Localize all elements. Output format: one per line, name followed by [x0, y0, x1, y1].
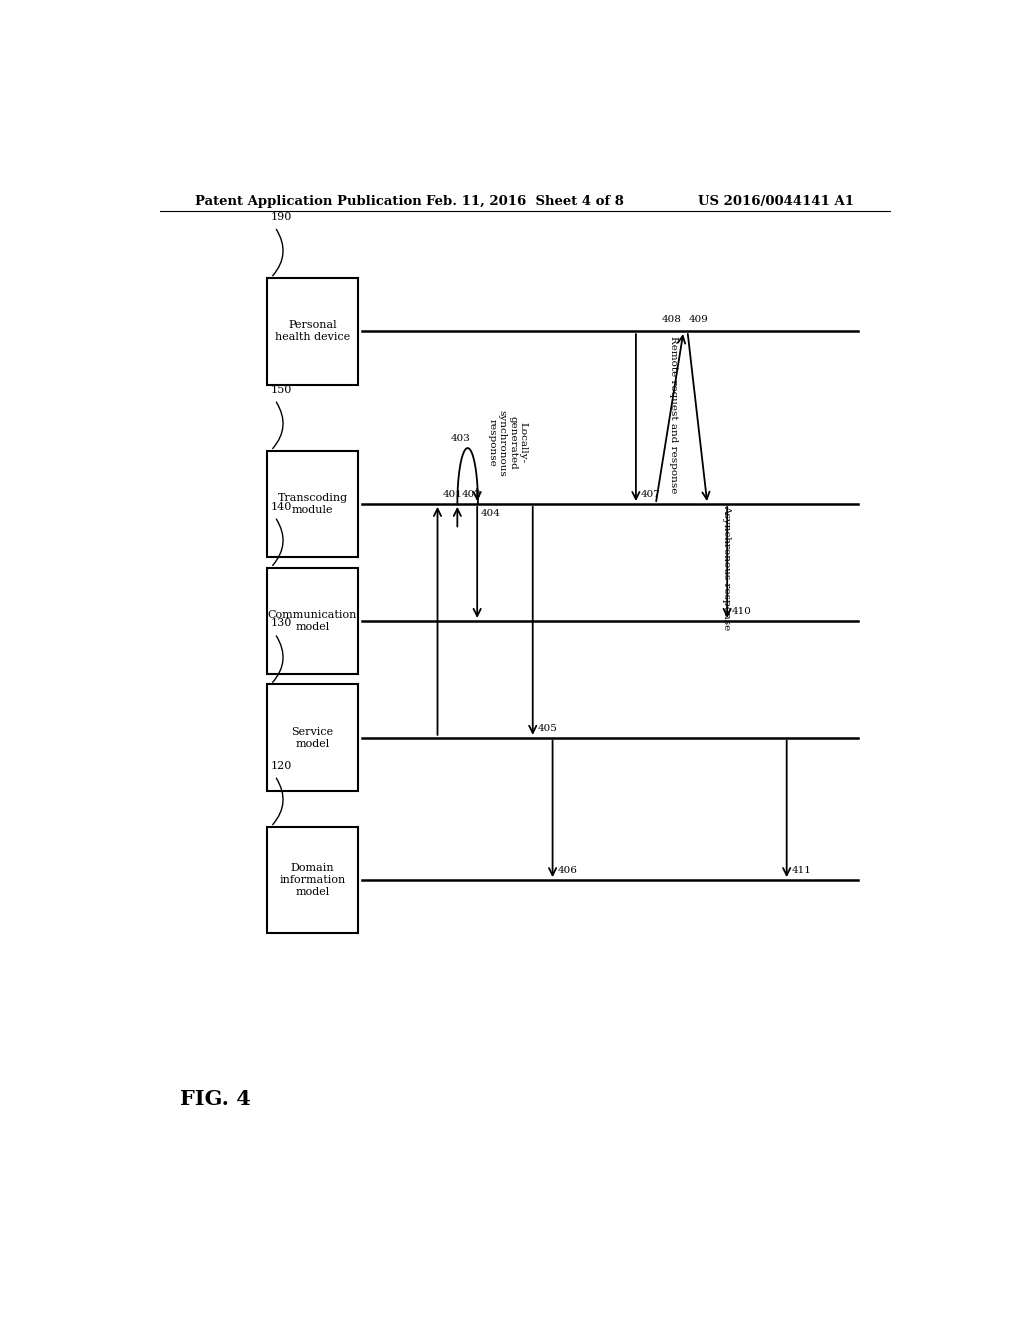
Text: 120: 120	[270, 760, 292, 771]
Text: Patent Application Publication: Patent Application Publication	[196, 194, 422, 207]
Text: 404: 404	[481, 510, 501, 517]
Text: 401: 401	[442, 490, 462, 499]
Text: 130: 130	[270, 619, 292, 628]
Text: 407: 407	[641, 490, 660, 499]
Text: 402: 402	[461, 490, 481, 499]
Text: Locally-
generated
synchronous
response: Locally- generated synchronous response	[487, 409, 527, 477]
Text: 409: 409	[689, 315, 709, 325]
Text: 411: 411	[792, 866, 811, 875]
Text: Remote request and response: Remote request and response	[670, 335, 679, 494]
Text: FIG. 4: FIG. 4	[179, 1089, 251, 1109]
Text: Communication
model: Communication model	[268, 610, 357, 632]
Text: Asynchronous response: Asynchronous response	[722, 506, 731, 631]
Text: Personal
health device: Personal health device	[274, 321, 350, 342]
Text: Transcoding
module: Transcoding module	[278, 494, 347, 515]
Bar	[267, 450, 358, 557]
Text: Domain
information
model: Domain information model	[280, 863, 346, 896]
Text: Service
model: Service model	[292, 727, 334, 748]
Bar	[267, 684, 358, 791]
Text: 410: 410	[732, 607, 752, 615]
Bar	[267, 568, 358, 675]
Text: US 2016/0044141 A1: US 2016/0044141 A1	[698, 194, 854, 207]
Text: 190: 190	[270, 213, 292, 222]
Text: 408: 408	[662, 315, 681, 325]
Text: 150: 150	[270, 384, 292, 395]
Bar	[267, 277, 358, 384]
Text: 140: 140	[270, 502, 292, 512]
Text: 405: 405	[538, 723, 557, 733]
Bar	[267, 826, 358, 933]
Text: 406: 406	[557, 866, 578, 875]
Text: 403: 403	[451, 434, 471, 444]
Text: Feb. 11, 2016  Sheet 4 of 8: Feb. 11, 2016 Sheet 4 of 8	[426, 194, 624, 207]
